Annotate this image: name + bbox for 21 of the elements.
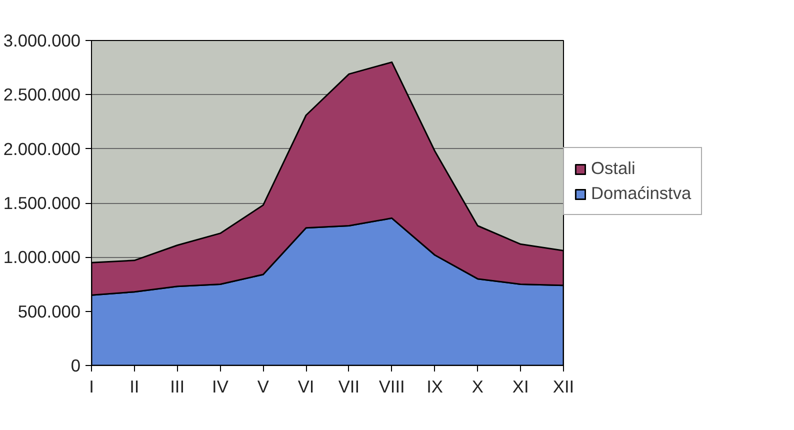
legend-label: Ostali [591, 158, 636, 179]
x-tick-label: IX [426, 376, 444, 396]
x-tick-label: II [130, 376, 140, 396]
x-tick-label: XI [512, 376, 529, 396]
y-tick-label: 1.000.000 [3, 247, 81, 268]
y-tick-label: 0 [70, 356, 81, 376]
x-tick-label: V [257, 376, 270, 396]
x-tick-label: XII [552, 376, 574, 396]
y-tick-label: 2.500.000 [3, 84, 81, 105]
x-tick-label: I [89, 376, 94, 396]
y-tick-label: 500.000 [18, 301, 81, 322]
y-tick-label: 2.000.000 [3, 138, 81, 159]
x-tick-label: III [170, 376, 185, 396]
x-tick-label: VI [298, 376, 314, 396]
y-tick-label: 1.500.000 [3, 193, 81, 213]
legend-label: Domaćinstva [591, 183, 692, 204]
x-tick-label: VIII [378, 376, 405, 396]
x-tick-label: X [472, 376, 484, 396]
x-tick-label: IV [212, 376, 229, 396]
y-tick-label: 3.000.000 [3, 30, 81, 50]
x-tick-label: VII [338, 376, 360, 396]
